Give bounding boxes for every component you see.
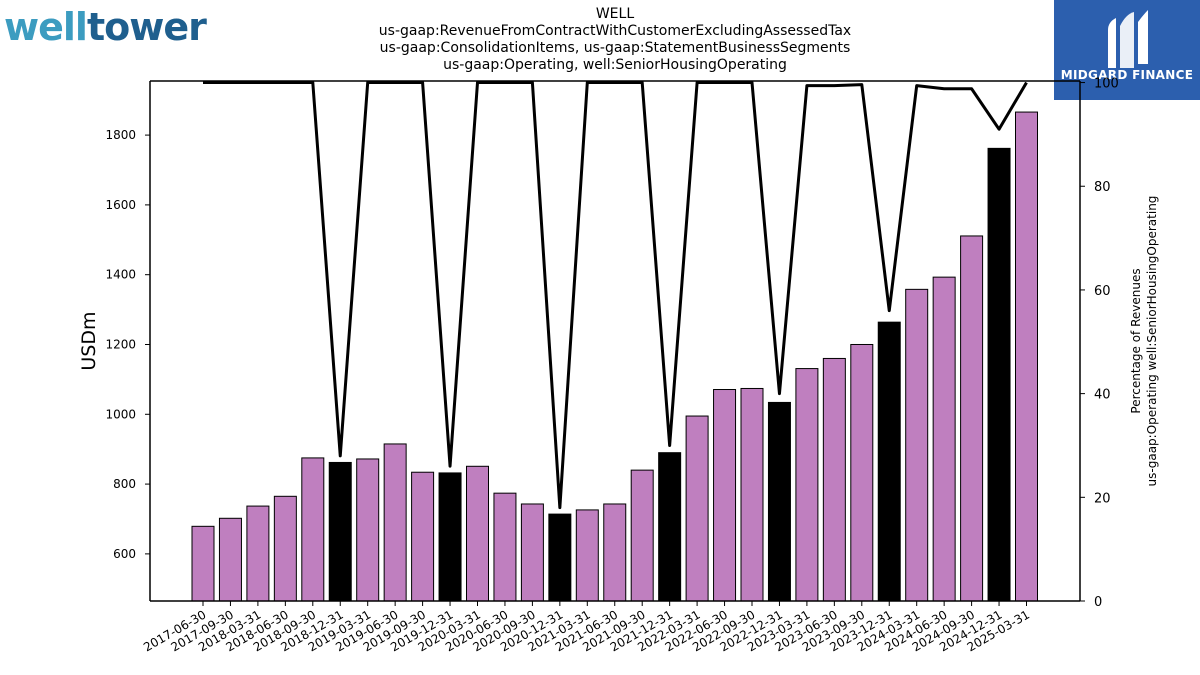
- bar-2020-06-30: [493, 492, 517, 602]
- y-tick-label-right: 60: [1094, 284, 1111, 299]
- axes: [145, 80, 1085, 606]
- bar-2024-06-30: [932, 276, 956, 602]
- logo-part-tower: tower: [86, 5, 207, 49]
- midgard-finance-label: MIDGARD FINANCE: [1060, 68, 1194, 82]
- title-line-4: us-gaap:Operating, well:SeniorHousingOpe…: [443, 57, 787, 73]
- bar-2025-03-31: [1015, 111, 1038, 602]
- title-line-2: us-gaap:RevenueFromContractWithCustomerE…: [378, 23, 852, 39]
- bar-2020-12-31: [548, 513, 572, 602]
- y-tick-label-right: 20: [1094, 491, 1111, 506]
- bar-2021-03-31: [575, 509, 599, 602]
- bar-2024-03-31: [905, 288, 929, 602]
- y-tick-label-left: 1200: [105, 337, 136, 351]
- y-axis-label-right-line1: Percentage of Revenues: [1129, 268, 1143, 413]
- bar-series: [191, 111, 1038, 602]
- bar-2019-09-30: [411, 471, 435, 602]
- title-line-1: WELL: [595, 6, 635, 22]
- percentage-line-series: [203, 81, 1028, 510]
- bar-2024-09-30: [960, 235, 984, 602]
- bar-2018-12-31: [328, 461, 352, 602]
- y-axis-label-left: USDm: [78, 311, 100, 370]
- bar-2021-12-31: [658, 452, 682, 602]
- y-tick-label-left: 1400: [105, 268, 136, 282]
- percentage-line: [203, 81, 1028, 510]
- y-tick-label-right: 100: [1094, 77, 1119, 92]
- y-tick-label-right: 0: [1094, 595, 1102, 610]
- y-tick-label-left: 1600: [105, 198, 136, 212]
- y-tick-label-left: 800: [113, 477, 136, 491]
- bar-2023-03-31: [795, 368, 819, 602]
- y-tick-label-right: 80: [1094, 180, 1111, 195]
- bar-2020-09-30: [520, 503, 544, 602]
- bar-2019-06-30: [383, 443, 407, 602]
- bar-2024-12-31: [987, 147, 1011, 602]
- bar-2023-06-30: [822, 357, 846, 602]
- midgard-finance-logo: MIDGARD FINANCE: [1054, 0, 1200, 100]
- bar-2021-06-30: [603, 503, 627, 602]
- bar-2022-06-30: [713, 389, 737, 602]
- y-tick-label-left: 1000: [105, 407, 136, 421]
- chart-title: WELL us-gaap:RevenueFromContractWithCust…: [300, 6, 930, 74]
- midgard-mark-icon: [1108, 10, 1148, 68]
- title-line-3: us-gaap:ConsolidationItems, us-gaap:Stat…: [379, 40, 851, 56]
- bar-2017-09-30: [218, 517, 242, 602]
- bar-2020-03-31: [466, 465, 489, 602]
- bar-2021-09-30: [630, 469, 654, 602]
- y-tick-label-left: 600: [113, 547, 136, 561]
- y-axis-label-right-line2: us-gaap:Operating well:SeniorHousingOper…: [1145, 196, 1159, 487]
- welltower-logo: welltower: [4, 2, 207, 52]
- bar-2017-06-30: [191, 525, 215, 602]
- bar-2022-03-31: [685, 415, 709, 602]
- bar-2018-09-30: [301, 457, 325, 602]
- bar-2022-09-30: [740, 387, 764, 602]
- bar-2023-12-31: [877, 321, 901, 602]
- bar-2022-12-31: [767, 401, 791, 602]
- bar-2023-09-30: [850, 343, 874, 602]
- y-tick-label-right: 40: [1094, 388, 1111, 403]
- bar-2018-03-31: [246, 505, 270, 602]
- logo-part-well: well: [4, 5, 88, 49]
- bar-2019-12-31: [438, 472, 462, 602]
- y-tick-label-left: 1800: [105, 128, 136, 142]
- bar-2018-06-30: [273, 495, 297, 602]
- bar-2019-03-31: [356, 458, 380, 602]
